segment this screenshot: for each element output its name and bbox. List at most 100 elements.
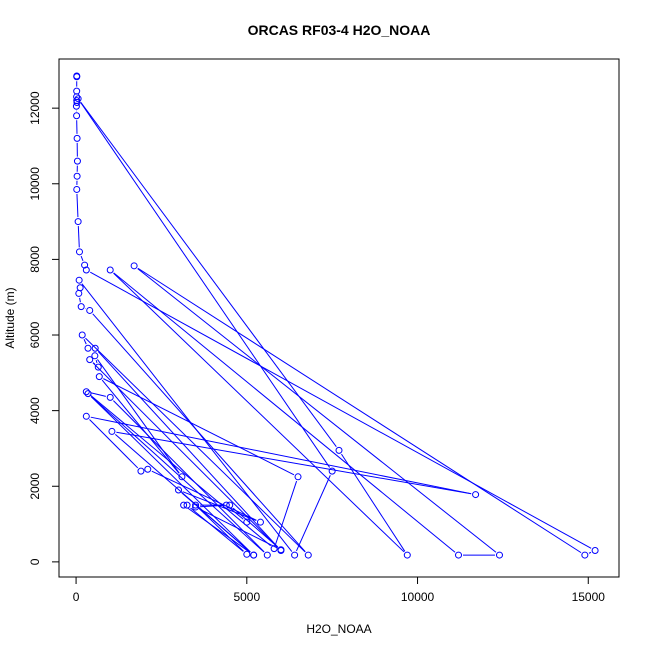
series-segment [85, 337, 306, 553]
x-tick-label: 0 [73, 590, 80, 604]
data-point [91, 344, 99, 352]
data-point [180, 501, 188, 509]
x-axis-label: H2O_NOAA [306, 622, 371, 636]
series-points [72, 72, 599, 559]
data-point [86, 306, 94, 314]
series-segment [80, 255, 84, 262]
data-point [291, 551, 299, 559]
data-point [72, 102, 80, 110]
series-segment [79, 297, 81, 303]
data-point [175, 486, 183, 494]
series-segment [81, 283, 293, 552]
series-segment [182, 491, 257, 521]
data-point [328, 467, 336, 475]
series-segment [229, 507, 244, 520]
x-tick-label: 5000 [233, 590, 260, 604]
data-point [95, 373, 103, 381]
y-tick-label: 2000 [28, 473, 42, 500]
plot-frame [58, 58, 620, 578]
data-point [73, 87, 81, 95]
series-segment [113, 272, 405, 553]
data-point [73, 157, 81, 165]
series-segment [295, 475, 331, 552]
series-segment [103, 378, 295, 476]
series-segment [588, 551, 592, 554]
series-segment [101, 379, 180, 474]
y-axis: 0 2000 4000 6000 8000 10000 12000 [28, 91, 60, 565]
data-point [243, 550, 251, 558]
series-segment [90, 271, 592, 549]
data-point [335, 446, 343, 454]
x-tick-label: 10000 [401, 590, 435, 604]
chart-title: ORCAS RF03-4 H2O_NOAA [248, 22, 431, 38]
data-point [137, 467, 145, 475]
series-segment [151, 470, 257, 521]
data-point [73, 134, 81, 142]
series-segment [90, 392, 106, 397]
data-point [183, 501, 191, 509]
y-tick-label: 12000 [28, 91, 42, 125]
y-tick-label: 8000 [28, 246, 42, 273]
data-point [178, 473, 186, 481]
data-point [73, 73, 81, 81]
data-point [130, 262, 138, 270]
series-segment [137, 267, 582, 554]
data-point [82, 412, 90, 420]
data-point [222, 501, 230, 509]
data-point [76, 284, 84, 292]
data-point [108, 427, 116, 435]
data-point [91, 352, 99, 360]
series-segment [190, 507, 244, 552]
data-point [106, 266, 114, 274]
series-segment [89, 419, 139, 469]
data-point [226, 501, 234, 509]
data-point [455, 551, 463, 559]
series-segment [198, 507, 244, 552]
data-point [81, 261, 89, 269]
series-segment [90, 396, 251, 553]
series-segment [92, 313, 306, 553]
y-axis-label: Altitude (m) [3, 287, 17, 348]
series-segment [77, 226, 80, 248]
series-segment [76, 193, 79, 218]
series-segment [113, 272, 456, 553]
data-point [192, 503, 200, 511]
y-tick-label: 0 [28, 558, 42, 565]
data-point [75, 276, 83, 284]
data-point [243, 518, 251, 526]
data-point [82, 388, 90, 396]
data-point [74, 218, 82, 226]
data-point [78, 331, 86, 339]
y-tick-label: 10000 [28, 167, 42, 201]
data-point [86, 356, 94, 364]
x-tick-label: 15000 [572, 590, 606, 604]
y-tick-label: 4000 [28, 397, 42, 424]
data-point [256, 518, 264, 526]
y-tick-label: 6000 [28, 321, 42, 348]
series-segment [97, 351, 279, 548]
series-segment [137, 268, 497, 553]
series-segment [275, 480, 298, 545]
data-point [277, 546, 285, 554]
data-point [75, 248, 83, 256]
data-point [73, 98, 81, 106]
series-segment [187, 507, 251, 553]
data-point [84, 390, 92, 398]
data-point [84, 344, 92, 352]
data-point [581, 551, 589, 559]
data-point [263, 551, 271, 559]
x-axis: 0 5000 10000 15000 [73, 576, 606, 604]
series-segment [95, 359, 98, 363]
series-segment [80, 102, 331, 468]
data-point [73, 172, 81, 180]
series-segment [200, 504, 222, 508]
data-point [74, 95, 82, 103]
series-segment [83, 338, 87, 345]
series-segment [91, 396, 265, 553]
data-point [591, 547, 599, 555]
data-point [73, 112, 81, 120]
series-segment [232, 507, 278, 548]
data-point [106, 393, 114, 401]
data-point [304, 551, 312, 559]
